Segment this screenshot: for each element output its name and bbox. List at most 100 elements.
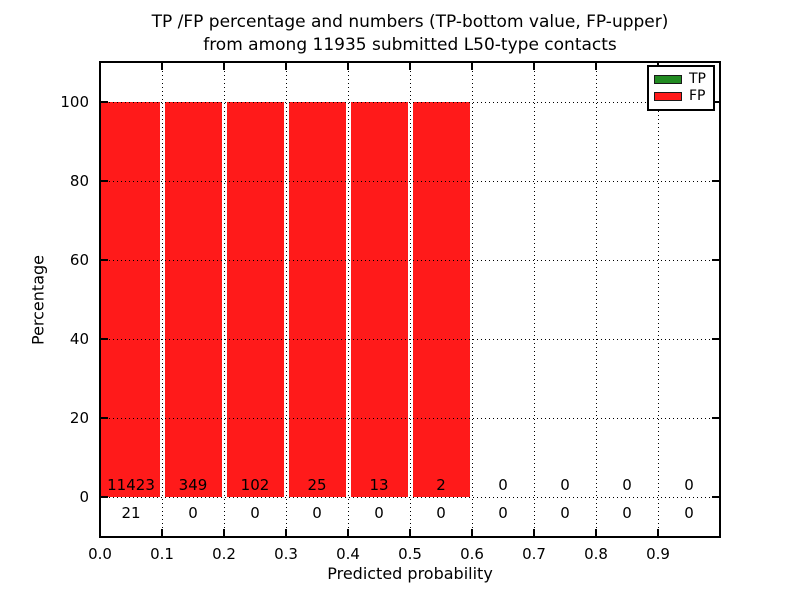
- tp-count-bin-0: 21: [121, 504, 141, 522]
- gridline-horizontal-20: [101, 418, 719, 419]
- x-tick-label-0.7: 0.7: [522, 545, 546, 563]
- y-tick-right-80: [712, 180, 719, 182]
- tp-count-bin-1: 0: [188, 504, 198, 522]
- legend-item-fp: FP: [654, 89, 708, 104]
- x-tick-bottom-0.4: [347, 529, 349, 536]
- x-tick-label-0.2: 0.2: [212, 545, 236, 563]
- chart-title-line-2: from among 11935 submitted L50-type cont…: [203, 35, 617, 55]
- gridline-vertical-0.1: [162, 63, 163, 536]
- legend-label-tp: TP: [689, 70, 706, 87]
- gridline-horizontal-100: [101, 102, 719, 103]
- x-axis-label: Predicted probability: [327, 564, 493, 583]
- fp-bar-bin-0: [101, 101, 160, 498]
- axes-spines: [99, 61, 721, 538]
- x-tick-label-0.1: 0.1: [150, 545, 174, 563]
- gridline-horizontal-40: [101, 339, 719, 340]
- x-tick-top-0.8: [595, 63, 597, 70]
- legend-item-tp: TP: [654, 70, 708, 87]
- y-tick-right-20: [712, 417, 719, 419]
- x-tick-top-0.6: [471, 63, 473, 70]
- fp-bar-bin-2: [226, 101, 284, 498]
- x-tick-label-0.5: 0.5: [398, 545, 422, 563]
- fp-count-bin-9: 0: [684, 476, 694, 494]
- tp-count-bin-3: 0: [312, 504, 322, 522]
- fp-count-bin-1: 349: [178, 476, 208, 494]
- gridline-vertical-0.3: [286, 63, 287, 536]
- y-tick-right-40: [712, 338, 719, 340]
- tp-count-bin-4: 0: [374, 504, 384, 522]
- y-axis-label: Percentage: [28, 254, 48, 346]
- y-tick-right-0: [712, 496, 719, 498]
- x-tick-top-0.5: [409, 63, 411, 70]
- gridline-vertical-0.4: [348, 63, 349, 536]
- fp-count-bin-2: 102: [240, 476, 270, 494]
- gridline-vertical-0.2: [224, 63, 225, 536]
- fp-count-bin-8: 0: [622, 476, 632, 494]
- gridline-horizontal-80: [101, 181, 719, 182]
- x-tick-top-0.2: [223, 63, 225, 70]
- y-tick-label-80: 80: [69, 172, 89, 190]
- tp-swatch-icon: [654, 74, 682, 84]
- fp-bar-bin-4: [350, 101, 408, 498]
- fp-count-bin-7: 0: [560, 476, 570, 494]
- y-tick-left-100: [101, 101, 108, 103]
- gridline-vertical-0.6: [472, 63, 473, 536]
- x-tick-bottom-0.6: [471, 529, 473, 536]
- x-tick-bottom-0.2: [223, 529, 225, 536]
- x-tick-top-0.7: [533, 63, 535, 70]
- y-tick-left-80: [101, 180, 108, 182]
- fp-swatch-icon: [654, 92, 682, 102]
- y-tick-label-100: 100: [60, 93, 89, 111]
- fp-bar-bin-1: [164, 101, 222, 498]
- x-tick-bottom-0.8: [595, 529, 597, 536]
- tp-count-bin-7: 0: [560, 504, 570, 522]
- y-tick-left-20: [101, 417, 108, 419]
- fp-count-bin-6: 0: [498, 476, 508, 494]
- x-tick-label-0.8: 0.8: [584, 545, 608, 563]
- fp-count-bin-4: 13: [369, 476, 389, 494]
- fp-bar-bin-3: [288, 101, 346, 498]
- y-tick-left-0: [101, 496, 108, 498]
- gridline-vertical-0.9: [658, 63, 659, 536]
- tp-count-bin-6: 0: [498, 504, 508, 522]
- x-tick-bottom-0.3: [285, 529, 287, 536]
- gridline-vertical-0.7: [534, 63, 535, 536]
- fp-count-bin-0: 11423: [107, 476, 155, 494]
- tp-count-bin-8: 0: [622, 504, 632, 522]
- legend-label-fp: FP: [689, 88, 706, 105]
- chart-title-line-1: TP /FP percentage and numbers (TP-bottom…: [151, 12, 669, 32]
- x-tick-label-0.3: 0.3: [274, 545, 298, 563]
- gridline-horizontal-0: [101, 497, 719, 498]
- y-tick-label-0: 0: [79, 488, 89, 506]
- y-tick-left-40: [101, 338, 108, 340]
- y-tick-label-20: 20: [69, 409, 89, 427]
- x-tick-bottom-0.1: [161, 529, 163, 536]
- y-tick-right-100: [712, 101, 719, 103]
- x-tick-label-0.6: 0.6: [460, 545, 484, 563]
- tp-count-bin-9: 0: [684, 504, 694, 522]
- x-tick-bottom-0.5: [409, 529, 411, 536]
- fp-bar-bin-5: [412, 101, 470, 498]
- y-tick-right-60: [712, 259, 719, 261]
- x-tick-top-0.3: [285, 63, 287, 70]
- legend: TP FP: [647, 65, 715, 111]
- x-tick-label-0.4: 0.4: [336, 545, 360, 563]
- chart-title: TP /FP percentage and numbers (TP-bottom…: [90, 11, 730, 57]
- gridline-horizontal-60: [101, 260, 719, 261]
- y-tick-label-40: 40: [69, 330, 89, 348]
- x-tick-label-0.9: 0.9: [646, 545, 670, 563]
- gridline-vertical-0.5: [410, 63, 411, 536]
- tp-count-bin-5: 0: [436, 504, 446, 522]
- tp-count-bin-2: 0: [250, 504, 260, 522]
- x-tick-bottom-0.9: [657, 529, 659, 536]
- gridline-vertical-0.8: [596, 63, 597, 536]
- fp-count-bin-3: 25: [307, 476, 327, 494]
- x-tick-top-0.1: [161, 63, 163, 70]
- fp-count-bin-5: 2: [436, 476, 446, 494]
- x-tick-label-0.0: 0.0: [88, 545, 112, 563]
- x-tick-bottom-0.7: [533, 529, 535, 536]
- y-tick-label-60: 60: [69, 251, 89, 269]
- y-tick-left-60: [101, 259, 108, 261]
- x-tick-top-0.4: [347, 63, 349, 70]
